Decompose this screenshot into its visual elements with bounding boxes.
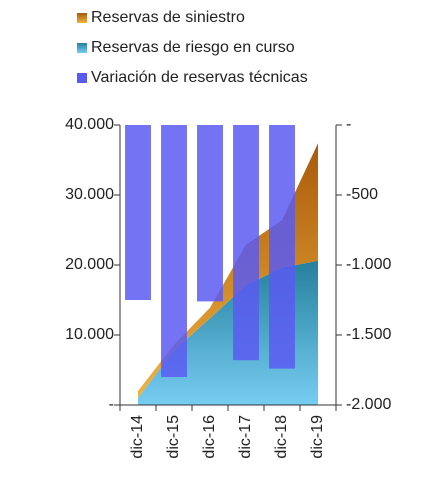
y-tick-label: 20.000 (65, 256, 114, 273)
y2-tick-label: - (346, 116, 351, 133)
x-tick-label: dic-14 (129, 415, 146, 459)
bar (233, 125, 259, 361)
y-tick-label: - (109, 396, 114, 413)
x-tick-label: dic-19 (309, 415, 326, 459)
bar (161, 125, 187, 377)
bar (125, 125, 151, 300)
y2-tick-label: -1.500 (346, 326, 391, 343)
area (138, 143, 318, 398)
legend-swatch (77, 43, 87, 53)
legend-swatch (77, 73, 87, 83)
legend-label: Variación de reservas técnicas (91, 69, 308, 86)
bar (269, 125, 295, 369)
y2-tick-label: -2.000 (346, 396, 391, 413)
x-tick-label: dic-15 (165, 415, 182, 459)
y-tick-label: 10.000 (65, 326, 114, 343)
y2-tick-label: -1.000 (346, 256, 391, 273)
legend-label: Reservas de siniestro (91, 9, 245, 26)
y-tick-label: 30.000 (65, 186, 114, 203)
x-tick-label: dic-17 (237, 415, 254, 459)
bar (197, 125, 223, 302)
legend-label: Reservas de riesgo en curso (91, 39, 295, 56)
x-tick-label: dic-18 (273, 415, 290, 459)
y-tick-label: 40.000 (65, 116, 114, 133)
x-tick-label: dic-16 (201, 415, 218, 459)
y2-tick-label: -500 (346, 186, 378, 203)
legend-swatch (77, 13, 87, 23)
